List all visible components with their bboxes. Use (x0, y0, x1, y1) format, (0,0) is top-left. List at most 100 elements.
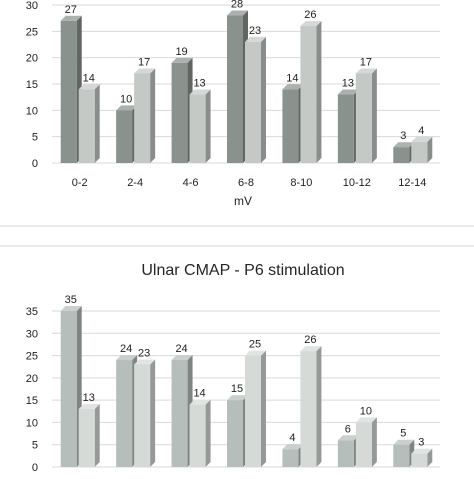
chart1-bar-top (116, 105, 138, 111)
chart2-ytick-label: 35 (26, 306, 38, 318)
chart2-bar-side (150, 359, 156, 467)
chart2-ytick-label: 5 (32, 440, 38, 452)
chart2-data-label: 15 (231, 383, 243, 395)
chart1-data-label: 3 (400, 130, 406, 142)
chart1-bar (116, 110, 133, 163)
chart1-xtick-label: 12-14 (398, 177, 426, 189)
chart2-data-label: 10 (360, 405, 372, 417)
chart2-bar (393, 444, 410, 467)
chart1-bar (171, 62, 188, 163)
chart1-data-label: 14 (83, 72, 95, 84)
chart1-xlabel: mV (234, 194, 252, 208)
chart2-bar-top (78, 404, 100, 410)
chart2-bar-top (189, 399, 211, 405)
chart2-title: Ulnar CMAP - P6 stimulation (141, 262, 344, 279)
chart1-bar-side (261, 36, 266, 163)
chart1-xtick-label: 0-2 (72, 177, 88, 189)
chart1-data-label: 13 (193, 78, 205, 90)
chart1-bar-side (94, 84, 100, 163)
chart1-bar-top (245, 36, 266, 42)
chart2-bar-side (94, 404, 100, 467)
chart2-data-label: 23 (138, 347, 150, 359)
chart1-ytick-label: 10 (26, 105, 38, 117)
chart2-bar (355, 422, 372, 467)
chart1-xtick-label: 4-6 (183, 177, 199, 189)
chart1-bar-top (60, 15, 82, 21)
chart1-bar-side (150, 68, 156, 163)
chart1-bar-side (205, 89, 211, 163)
chart2-bar-top (60, 306, 82, 311)
chart2-bar-side (205, 399, 211, 467)
chart2-bar-top (227, 395, 248, 401)
chart1-bar-top (189, 89, 211, 95)
chart1-ytick-label: 30 (26, 0, 38, 12)
chart2-bar (245, 355, 261, 467)
chart1-bar-top (337, 89, 359, 95)
chart1-bar-top (78, 84, 100, 90)
chart2-bar-top (337, 435, 359, 441)
chart2-ytick-label: 30 (26, 328, 38, 340)
chart2-ytick-label: 10 (26, 417, 38, 429)
chart2-bar (171, 360, 188, 467)
chart1-bar (189, 94, 206, 163)
chart1-bar-side (371, 68, 377, 163)
chart1-ytick-label: 0 (32, 158, 38, 170)
chart2-bar-side (371, 417, 377, 467)
chart2-data-label: 5 (400, 428, 406, 440)
chart1-bar (393, 147, 410, 163)
chart2-data-label: 13 (83, 392, 95, 404)
chart1-data-label: 27 (65, 4, 77, 16)
chart2-bar (189, 404, 206, 467)
chart2-ytick-label: 25 (26, 351, 38, 363)
chart1-xtick-label: 6-8 (238, 177, 254, 189)
chart1-data-label: 28 (231, 0, 243, 11)
chart1-bar (78, 89, 95, 163)
chart2-data-label: 35 (65, 294, 77, 306)
chart1-data-label: 17 (360, 56, 372, 68)
chart1-ytick-label: 20 (26, 53, 38, 65)
chart1-bar-top (134, 68, 156, 74)
chart1-bar-top (355, 68, 377, 74)
chart1-data-label: 23 (249, 25, 261, 37)
chart1-bar (60, 20, 77, 163)
chart2-bar-top (116, 355, 138, 361)
chart1-bar (337, 94, 354, 163)
chart2-data-label: 25 (249, 339, 261, 351)
chart1-bar (227, 15, 243, 164)
chart2-data-label: 26 (304, 334, 316, 346)
chart1-data-label: 13 (342, 78, 354, 90)
chart2-bar (116, 360, 133, 467)
chart2-data-label: 3 (418, 437, 424, 449)
chart2-bar (337, 440, 354, 467)
chart1-bar (245, 41, 261, 163)
chart1-bar-top (393, 142, 415, 148)
chart2-bar-top (134, 359, 156, 365)
chart2-ytick-label: 15 (26, 395, 38, 407)
chart1-bar-top (300, 21, 322, 27)
panel2-border (0, 245, 474, 247)
chart2-bar-top (300, 346, 322, 352)
chart2-bar-top (411, 448, 433, 454)
chart2-bar-top (171, 355, 193, 361)
chart2-bar-side (427, 448, 433, 467)
chart1-data-label: 14 (286, 72, 298, 84)
chart1-bar (300, 26, 317, 163)
chart2-data-label: 14 (193, 388, 205, 400)
chart1-bar (411, 141, 428, 163)
chart2-bar (78, 409, 95, 467)
chart1-data-label: 10 (120, 93, 132, 105)
chart2-data-label: 4 (289, 432, 295, 444)
chart1-bar-side (316, 21, 322, 164)
chart2-data-label: 6 (345, 423, 351, 435)
chart1-ytick-label: 25 (26, 26, 38, 38)
chart2-bar-top (282, 444, 304, 450)
chart2-bar (227, 400, 243, 467)
chart1-ytick-label: 5 (32, 132, 38, 144)
chart2-ytick-label: 0 (32, 462, 38, 474)
chart2-bar (411, 453, 428, 467)
chart1-xtick-label: 10-12 (343, 177, 371, 189)
chart1-bar-side (427, 136, 433, 163)
chart1-bar (355, 73, 372, 163)
